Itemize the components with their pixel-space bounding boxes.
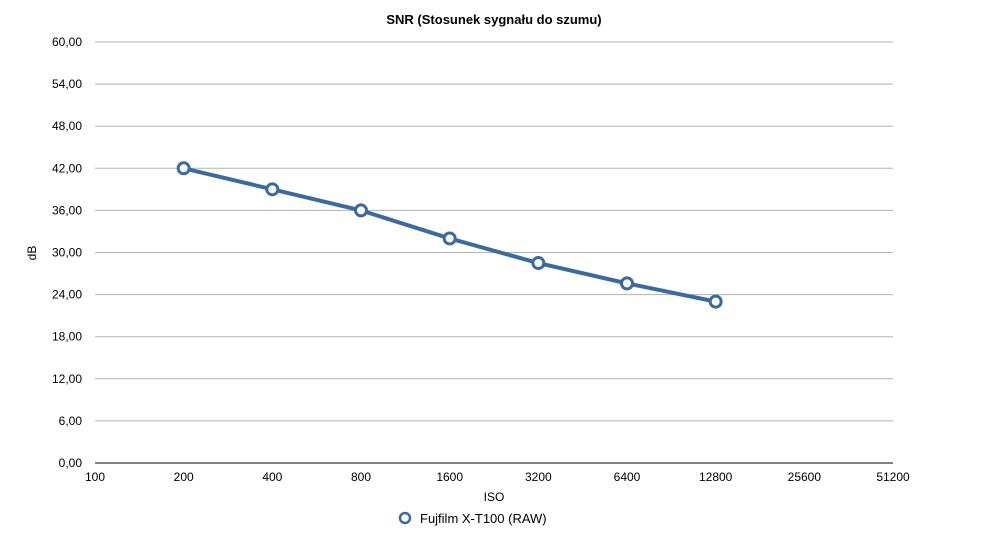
x-tick-label: 200	[174, 470, 194, 484]
x-tick-label: 3200	[525, 470, 552, 484]
x-tick-label: 100	[85, 470, 105, 484]
x-tick-label: 51200	[876, 470, 910, 484]
y-tick-label: 48,00	[52, 119, 82, 133]
y-tick-label: 36,00	[52, 203, 82, 217]
x-tick-label: 12800	[699, 470, 733, 484]
x-axis-label: ISO	[484, 490, 505, 504]
data-point	[265, 182, 280, 197]
legend-marker	[398, 511, 412, 525]
data-point	[708, 294, 723, 309]
legend: Fujfilm X-T100 (RAW)	[398, 511, 547, 526]
y-tick-label: 24,00	[52, 288, 82, 302]
y-axis-tick-labels: 0,00 6,00 12,00 18,00 24,00 30,00 36,00 42,00 48…	[52, 35, 82, 470]
y-tick-label: 30,00	[52, 246, 82, 260]
y-tick-label: 6,00	[59, 414, 83, 428]
data-point	[620, 276, 634, 291]
x-tick-label: 1600	[436, 470, 463, 484]
data-point	[531, 256, 546, 271]
y-tick-label: 54,00	[52, 77, 82, 91]
chart-title: SNR (Stosunek sygnału do szumu)	[386, 12, 601, 27]
x-tick-label: 800	[351, 470, 371, 484]
y-tick-label: 18,00	[52, 330, 82, 344]
y-axis-label: dB	[25, 246, 39, 261]
legend-label: Fujfilm X-T100 (RAW)	[420, 511, 547, 526]
x-tick-label: 25600	[788, 470, 822, 484]
y-tick-label: 42,00	[52, 161, 82, 175]
y-tick-label: 60,00	[52, 35, 82, 49]
x-tick-label: 6400	[614, 470, 641, 484]
y-tick-label: 0,00	[59, 456, 83, 470]
x-tick-label: 400	[262, 470, 282, 484]
x-axis-tick-labels: 100 200 400 800 1600 3200 6400 12800 25600 51200	[85, 470, 910, 484]
data-point	[176, 161, 191, 176]
data-point	[442, 231, 457, 246]
series-layer	[176, 161, 723, 309]
y-tick-label: 12,00	[52, 372, 82, 386]
data-point	[354, 203, 368, 218]
